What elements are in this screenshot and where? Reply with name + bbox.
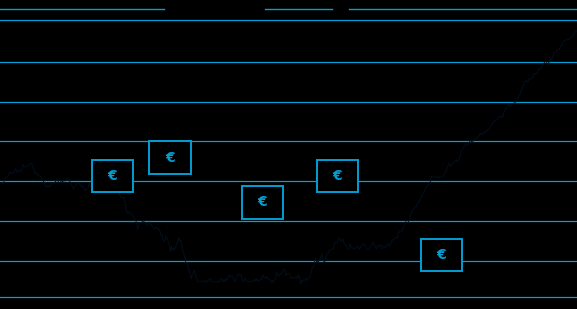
Text: €: € bbox=[258, 195, 267, 210]
FancyBboxPatch shape bbox=[149, 142, 191, 174]
Text: €: € bbox=[108, 169, 117, 183]
FancyBboxPatch shape bbox=[317, 160, 358, 192]
FancyBboxPatch shape bbox=[242, 186, 283, 219]
Text: €: € bbox=[166, 150, 175, 165]
FancyBboxPatch shape bbox=[421, 239, 462, 271]
Text: €: € bbox=[437, 248, 446, 262]
FancyBboxPatch shape bbox=[92, 160, 133, 192]
Text: €: € bbox=[333, 169, 342, 183]
